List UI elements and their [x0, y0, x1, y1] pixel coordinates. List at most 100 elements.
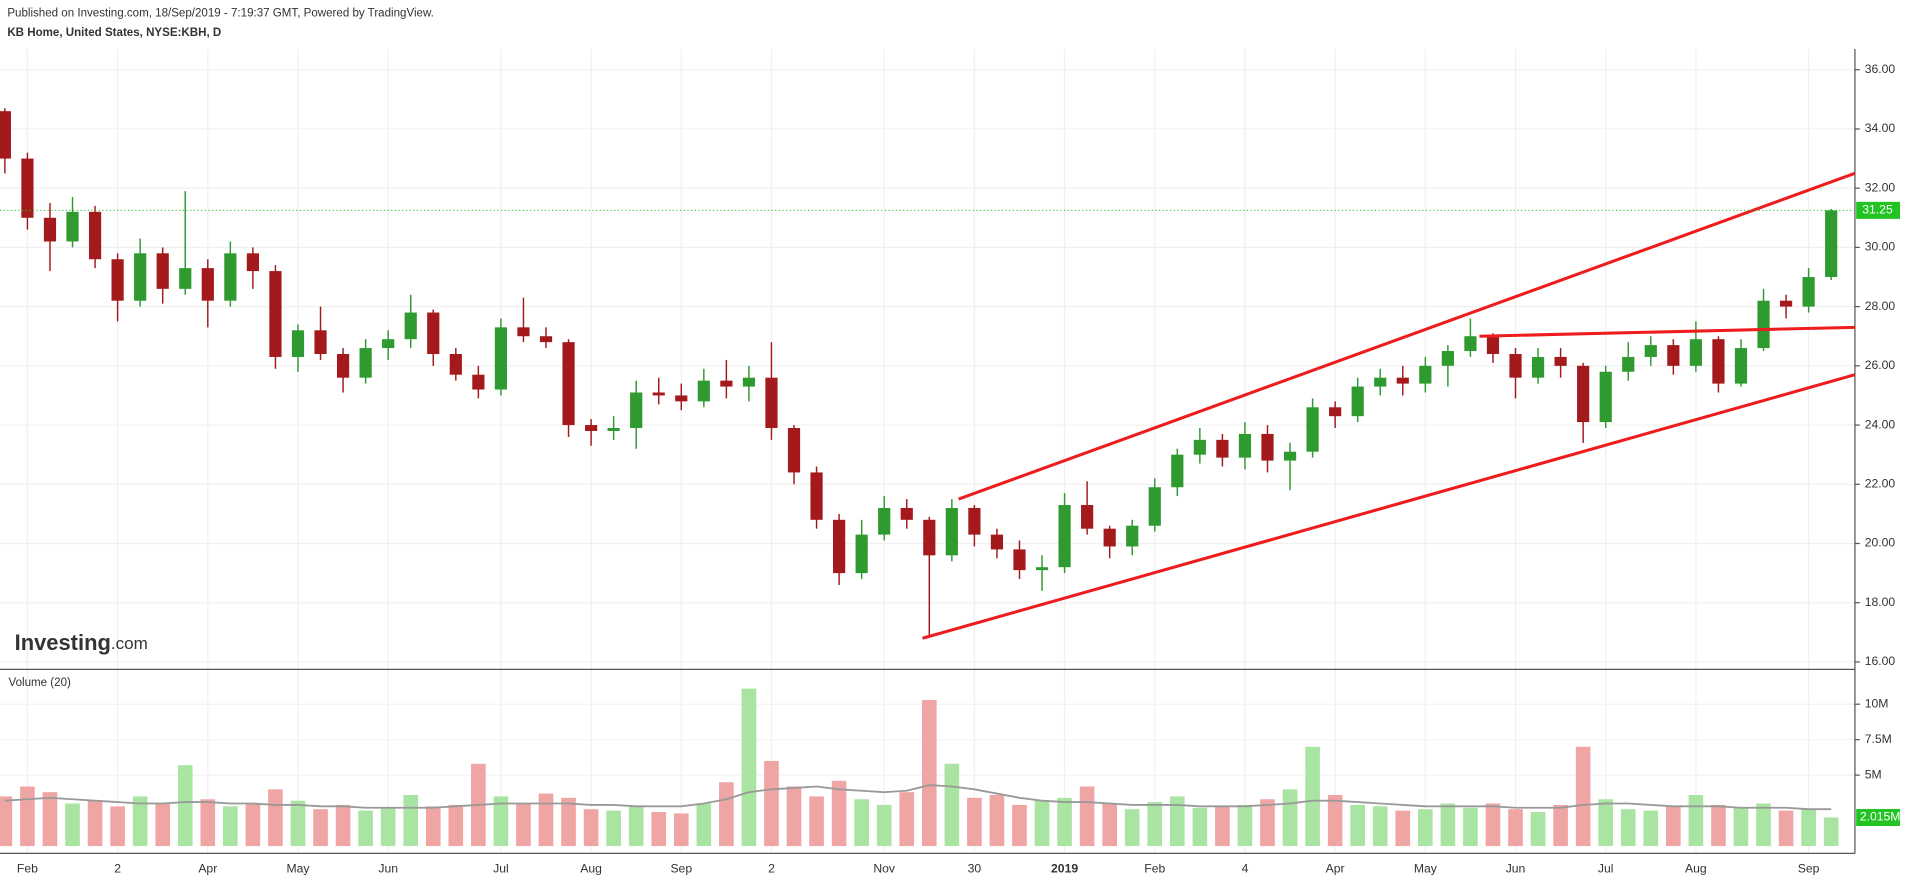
volume-bar	[561, 797, 576, 847]
volume-bar	[786, 786, 802, 847]
volume-bar	[177, 765, 193, 847]
volume-bar	[65, 803, 80, 847]
candle-body	[1622, 356, 1635, 372]
volume-bar	[403, 794, 419, 847]
volume-bar	[1440, 803, 1456, 847]
volume-bar	[944, 763, 960, 847]
volume-bar	[1508, 809, 1523, 847]
y-tick-label: 7.5M	[1865, 732, 1892, 746]
candle-body	[1734, 348, 1748, 384]
candle-body	[1802, 277, 1815, 307]
candle-body	[1396, 377, 1409, 384]
volume-bar	[245, 803, 261, 847]
last-price-label: 31.25	[1862, 203, 1893, 217]
candle-body	[945, 507, 958, 556]
x-tick-label: Jul	[493, 861, 509, 875]
volume-bar	[425, 806, 441, 847]
candle-body	[1509, 353, 1522, 378]
volume-bar	[673, 813, 689, 847]
trendline	[1479, 325, 1855, 338]
candle-body	[1329, 407, 1342, 417]
volume-bar	[200, 799, 216, 847]
candle-body	[359, 348, 372, 378]
volume-bar	[380, 807, 396, 847]
candle-body	[810, 472, 823, 520]
volume-bar	[448, 804, 464, 847]
volume-bar	[1237, 804, 1253, 847]
volume-bar	[1711, 804, 1726, 847]
candle-body	[630, 392, 643, 429]
volume-bar	[1778, 810, 1794, 847]
volume-bar	[1485, 803, 1501, 847]
y-tick-label: 32.00	[1865, 180, 1896, 194]
volume-bar	[0, 796, 13, 847]
candle-body	[900, 507, 913, 520]
candle-body	[1779, 300, 1793, 307]
candle-body	[1261, 433, 1274, 461]
volume-bar	[1305, 746, 1320, 847]
candle-body	[21, 158, 34, 218]
candle-body	[1148, 487, 1161, 526]
candle-body	[1058, 505, 1071, 568]
volume-bar	[1102, 803, 1117, 847]
volume-bar	[493, 796, 509, 847]
x-tick-label: Nov	[873, 861, 896, 875]
volume-bar	[1327, 794, 1343, 847]
candle-body	[43, 217, 57, 242]
candle-body	[1825, 210, 1838, 278]
y-tick-label: 10M	[1865, 696, 1889, 710]
volume-bar	[1170, 796, 1185, 847]
candle-body	[111, 259, 124, 301]
x-tick-label: 2	[114, 861, 121, 875]
volume-bar	[854, 799, 869, 847]
volume-bar	[1372, 806, 1388, 847]
volume-bar	[313, 809, 328, 847]
candle-body	[1238, 433, 1252, 458]
candle-body	[765, 377, 778, 429]
y-tick-label: 24.00	[1865, 417, 1896, 431]
volume-bar	[110, 806, 125, 847]
volume-bar	[335, 804, 351, 847]
candle-body	[1577, 365, 1590, 423]
volume-bar	[921, 699, 937, 847]
volume-bar	[20, 786, 35, 847]
y-tick-label: 22.00	[1865, 476, 1896, 490]
candle-body	[1757, 300, 1770, 349]
volume-bar	[1192, 807, 1208, 847]
x-tick-label: Jun	[378, 861, 398, 875]
trendline	[922, 373, 1856, 640]
last-volume-label: 2.015M	[1860, 810, 1901, 824]
volume-bar	[764, 760, 779, 847]
volume-bar	[516, 803, 531, 847]
x-tick-label: Sep	[670, 861, 692, 875]
candle-body	[517, 327, 530, 337]
candle-body	[0, 111, 11, 159]
candle-body	[156, 253, 169, 289]
logo-brand: Investing	[15, 630, 111, 655]
candle-body	[336, 353, 350, 378]
candle-body	[291, 330, 305, 357]
x-tick-label: 4	[1242, 861, 1249, 875]
x-tick-label: May	[1414, 861, 1438, 875]
candle-body	[134, 253, 147, 301]
x-tick-label: Feb	[1144, 861, 1165, 875]
volume-bar	[1666, 806, 1681, 847]
volume-bar	[1801, 809, 1816, 847]
candle-body	[1667, 345, 1680, 366]
y-tick-label: 5M	[1865, 767, 1882, 781]
volume-bar	[1215, 806, 1230, 847]
x-tick-label: Aug	[580, 861, 602, 875]
volume-bar	[87, 800, 103, 847]
volume-bar	[1395, 810, 1411, 847]
candle-body	[1441, 351, 1454, 366]
volume-bar	[223, 806, 238, 847]
x-tick-label: Jun	[1506, 861, 1526, 875]
candle-body	[1103, 528, 1116, 547]
volume-bar	[809, 796, 824, 847]
volume-bar	[1733, 807, 1749, 847]
volume-bar	[1598, 799, 1614, 847]
candle-body	[1306, 407, 1319, 452]
candle-body	[1193, 439, 1206, 455]
candle-body	[314, 330, 327, 354]
